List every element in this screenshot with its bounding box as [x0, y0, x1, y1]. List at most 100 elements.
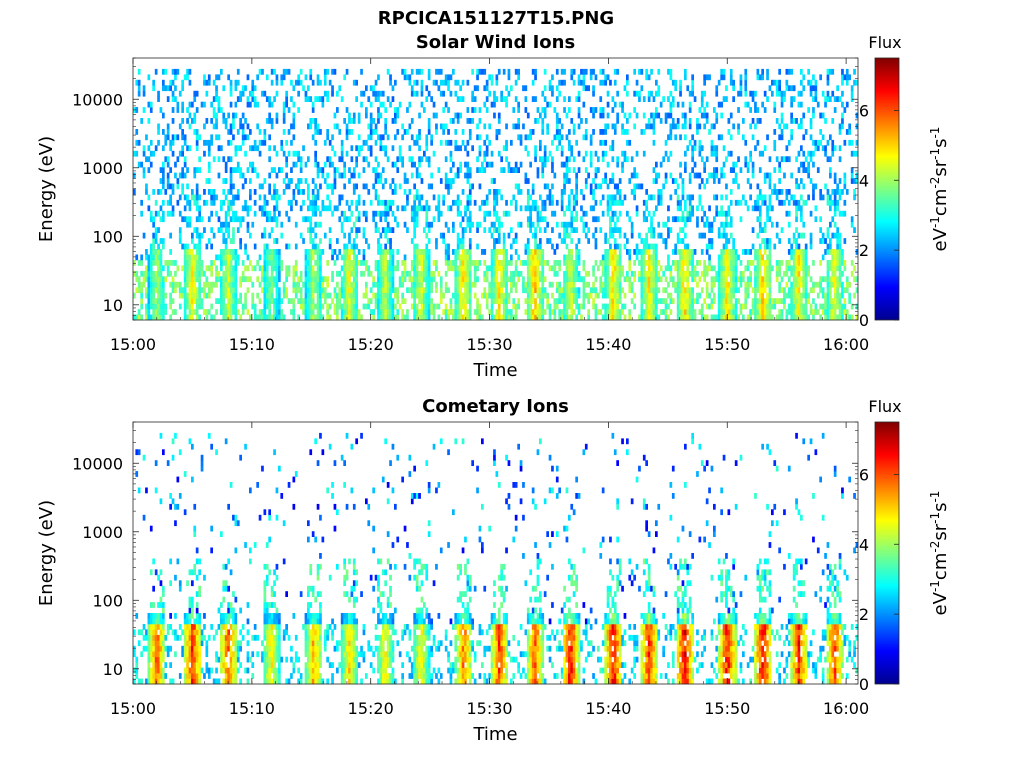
heatmap-cell	[410, 68, 414, 75]
heatmap-cell	[662, 238, 665, 244]
heatmap-cell	[795, 118, 798, 124]
heatmap-cell	[652, 167, 656, 173]
heatmap-cell	[534, 281, 537, 288]
heatmap-cell	[618, 292, 622, 299]
heatmap-cell	[239, 216, 242, 223]
heatmap-cell	[234, 145, 238, 152]
heatmap-cell	[635, 90, 639, 97]
heatmap-cell	[531, 68, 535, 75]
heatmap-cell	[681, 309, 685, 315]
heatmap-cell	[377, 134, 380, 141]
heatmap-cell	[195, 287, 199, 294]
heatmap-cell	[635, 183, 639, 190]
heatmap-cell	[379, 276, 383, 283]
heatmap-cell	[186, 167, 189, 173]
heatmap-cell	[679, 292, 682, 299]
heatmap-cell	[280, 167, 284, 173]
heatmap-cell	[785, 145, 789, 152]
heatmap-cell	[251, 292, 255, 299]
heatmap-cell	[386, 303, 390, 310]
heatmap-cell	[476, 309, 479, 315]
heatmap-cell	[536, 292, 540, 299]
heatmap-cell	[809, 123, 813, 130]
heatmap-cell	[384, 205, 387, 212]
heatmap-cell	[473, 281, 477, 288]
heatmap-cell	[350, 210, 354, 217]
heatmap-cell	[495, 298, 499, 304]
heatmap-cell	[256, 123, 259, 130]
heatmap-cell	[174, 74, 177, 81]
heatmap-cell	[314, 260, 317, 266]
heatmap-cell	[684, 68, 687, 75]
heatmap-cell	[546, 123, 549, 130]
heatmap-cell	[529, 276, 532, 283]
heatmap-cell	[333, 205, 337, 212]
heatmap-cell	[792, 199, 796, 206]
heatmap-cell	[468, 260, 472, 266]
heatmap-cell	[725, 265, 728, 272]
heatmap-cell	[647, 90, 651, 97]
heatmap-cell	[454, 314, 458, 321]
heatmap-cell	[539, 287, 542, 294]
heatmap-cell	[493, 292, 496, 299]
heatmap-cell	[705, 243, 709, 250]
heatmap-cell	[340, 194, 344, 201]
heatmap-cell	[171, 281, 175, 288]
heatmap-cell	[183, 303, 187, 310]
heatmap-cell	[572, 194, 576, 201]
heatmap-cell	[599, 129, 603, 135]
heatmap-cell	[162, 68, 165, 75]
heatmap-cell	[314, 183, 317, 190]
heatmap-cell	[236, 167, 240, 173]
heatmap-cell	[280, 298, 284, 304]
heatmap-cell	[444, 178, 448, 184]
heatmap-cell	[783, 199, 786, 206]
heatmap-cell	[183, 156, 187, 163]
heatmap-cell	[307, 205, 310, 212]
heatmap-cell	[790, 85, 793, 92]
heatmap-cell	[137, 90, 141, 97]
heatmap-cell	[700, 232, 704, 239]
heatmap-cell	[725, 210, 728, 217]
heatmap-cell	[270, 265, 274, 272]
heatmap-cell	[186, 221, 189, 228]
heatmap-cell	[599, 309, 603, 315]
heatmap-cell	[311, 254, 315, 261]
heatmap-cell	[500, 276, 503, 283]
heatmap-cell	[623, 156, 627, 163]
heatmap-cell	[560, 298, 564, 304]
heatmap-cell	[688, 303, 692, 310]
heatmap-cell	[568, 292, 571, 299]
heatmap-cell	[367, 243, 371, 250]
heatmap-cell	[650, 243, 653, 250]
heatmap-cell	[722, 227, 726, 233]
heatmap-cell	[149, 161, 153, 168]
heatmap-cell	[732, 238, 735, 244]
heatmap-cell	[790, 287, 793, 294]
heatmap-cell	[406, 287, 409, 294]
heatmap-cell	[507, 276, 511, 283]
heatmap-cell	[369, 287, 373, 294]
heatmap-cell	[352, 270, 356, 277]
heatmap-cell	[746, 260, 750, 266]
heatmap-cell	[645, 123, 648, 130]
heatmap-cell	[367, 189, 371, 195]
heatmap-cell	[618, 232, 622, 239]
heatmap-cell	[705, 292, 709, 299]
heatmap-cell	[751, 298, 755, 304]
heatmap-cell	[418, 199, 421, 206]
heatmap-cell	[671, 96, 675, 102]
heatmap-cell	[713, 276, 716, 283]
heatmap-cell	[154, 281, 158, 288]
heatmap-cell	[466, 265, 470, 272]
heatmap-cell	[249, 129, 252, 135]
heatmap-cell	[676, 216, 680, 223]
heatmap-cell	[207, 238, 211, 244]
heatmap-cell	[611, 298, 615, 304]
heatmap-cell	[606, 194, 610, 201]
heatmap-cell	[778, 161, 781, 168]
heatmap-cell	[713, 216, 716, 223]
heatmap-cell	[594, 227, 598, 233]
heatmap-cell	[655, 314, 658, 321]
heatmap-cell	[229, 270, 233, 277]
